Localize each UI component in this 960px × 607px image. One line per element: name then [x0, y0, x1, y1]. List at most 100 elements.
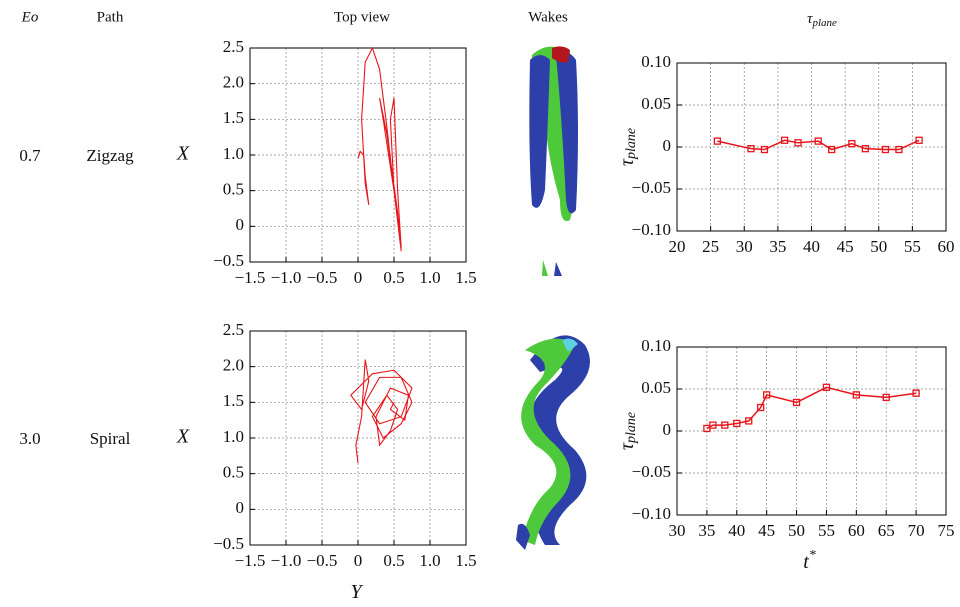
y-tick-label: 1.5: [223, 391, 244, 410]
plot-frame: [249, 330, 467, 546]
x-tick-label: 50: [870, 237, 887, 256]
wake-image: [516, 46, 590, 550]
x-tick-label: −0.5: [307, 551, 338, 570]
row-eo: 0.7: [19, 146, 41, 165]
data-point: [792, 398, 801, 407]
y-axis-label: X: [176, 143, 190, 165]
y-tick-label: 0: [236, 215, 245, 234]
x-tick-label: −1.5: [235, 268, 266, 287]
data-point: [881, 145, 890, 154]
row-path: Spiral: [90, 429, 131, 448]
data-point: [912, 389, 920, 397]
header-top-view: Top view: [334, 9, 390, 25]
y-tick-label: −0.05: [632, 462, 671, 481]
data-point: [814, 137, 822, 145]
y-tick-label: 2.5: [223, 320, 244, 339]
y-tick-label: 1.0: [223, 427, 244, 446]
header-tau: τplane: [807, 11, 837, 28]
x-tick-label: 1.0: [419, 268, 440, 287]
data-point: [794, 139, 802, 147]
data-point: [709, 421, 717, 429]
y-tick-label: 1.5: [223, 108, 244, 127]
series-line: [350, 359, 413, 464]
data-point: [733, 419, 741, 428]
x-tick-label: 1.0: [419, 551, 440, 570]
y-tick-label: −0.05: [632, 178, 671, 197]
x-tick-label: 70: [908, 521, 925, 540]
y-tick-label: −0.10: [632, 504, 671, 523]
row-path: Zigzag: [86, 146, 134, 165]
x-tick-label: 0.5: [383, 551, 404, 570]
series-line: [717, 139, 920, 151]
y-tick-label: 2.5: [223, 37, 244, 56]
data-point: [780, 136, 789, 144]
header-wakes: Wakes: [528, 9, 568, 25]
plot-frame: [249, 47, 467, 263]
x-tick-label: −1.0: [271, 268, 302, 287]
data-point: [861, 145, 869, 153]
x-tick-label: 40: [728, 521, 745, 540]
x-tick-label: 25: [702, 237, 719, 256]
data-point: [713, 137, 721, 145]
data-point: [757, 403, 765, 412]
x-tick-label: 35: [698, 521, 715, 540]
y-tick-label: 0: [663, 136, 672, 155]
y-tick-label: −0.5: [213, 251, 244, 270]
y-tick-label: 0: [663, 420, 672, 439]
data-point: [852, 391, 860, 399]
data-point: [747, 145, 755, 153]
x-axis-label: t*: [803, 548, 816, 572]
plot-frame: [676, 346, 947, 516]
x-tick-label: 30: [669, 521, 686, 540]
data-point: [915, 136, 923, 144]
y-axis-subscript: plane: [624, 412, 639, 444]
data-point: [760, 145, 769, 154]
data-point: [882, 393, 890, 402]
x-tick-label: 1.5: [455, 268, 476, 287]
y-tick-label: −0.10: [632, 220, 671, 239]
x-tick-label: −0.5: [307, 268, 338, 287]
y-tick-label: 0: [236, 498, 245, 517]
x-tick-label: 75: [938, 521, 955, 540]
x-tick-label: 55: [818, 521, 835, 540]
header-eo: Eo: [21, 9, 39, 25]
y-tick-label: −0.5: [213, 534, 244, 553]
y-axis-symbol: τ: [616, 158, 638, 166]
x-axis-symbol: t: [803, 551, 809, 573]
y-axis-label: X: [176, 426, 190, 448]
data-point: [828, 145, 836, 154]
data-point: [895, 145, 903, 154]
y-tick-label: 1.0: [223, 144, 244, 163]
y-tick-label: 0.10: [641, 52, 671, 71]
x-tick-label: 60: [848, 521, 865, 540]
x-tick-label: 1.5: [455, 551, 476, 570]
data-point: [745, 417, 753, 425]
tau-symbol: τ: [807, 11, 813, 27]
data-point: [822, 383, 831, 391]
data-point: [848, 139, 856, 148]
x-tick-label: 40: [803, 237, 820, 256]
x-tick-label: 50: [788, 521, 805, 540]
x-tick-label: 45: [758, 521, 775, 540]
x-tick-label: 30: [736, 237, 753, 256]
y-axis-symbol: τ: [616, 442, 638, 450]
x-tick-label: −1.5: [235, 551, 266, 570]
data-point: [763, 391, 771, 399]
y-tick-label: 0.05: [641, 378, 671, 397]
x-tick-label: 35: [769, 237, 786, 256]
y-tick-label: 0.05: [641, 94, 671, 113]
x-tick-label: 0: [354, 551, 363, 570]
y-tick-label: 0.10: [641, 336, 671, 355]
x-tick-label: 60: [938, 237, 955, 256]
y-tick-label: 0.5: [223, 463, 244, 482]
plot-frame: [676, 62, 947, 232]
x-tick-label: 65: [878, 521, 895, 540]
series-line: [706, 386, 917, 430]
x-axis-superscript: *: [809, 548, 816, 563]
y-axis-label: τplane: [616, 128, 640, 166]
x-tick-label: 45: [837, 237, 854, 256]
x-tick-label: −1.0: [271, 551, 302, 570]
x-axis-symbol: Y: [350, 581, 363, 603]
x-tick-label: 0: [354, 268, 363, 287]
